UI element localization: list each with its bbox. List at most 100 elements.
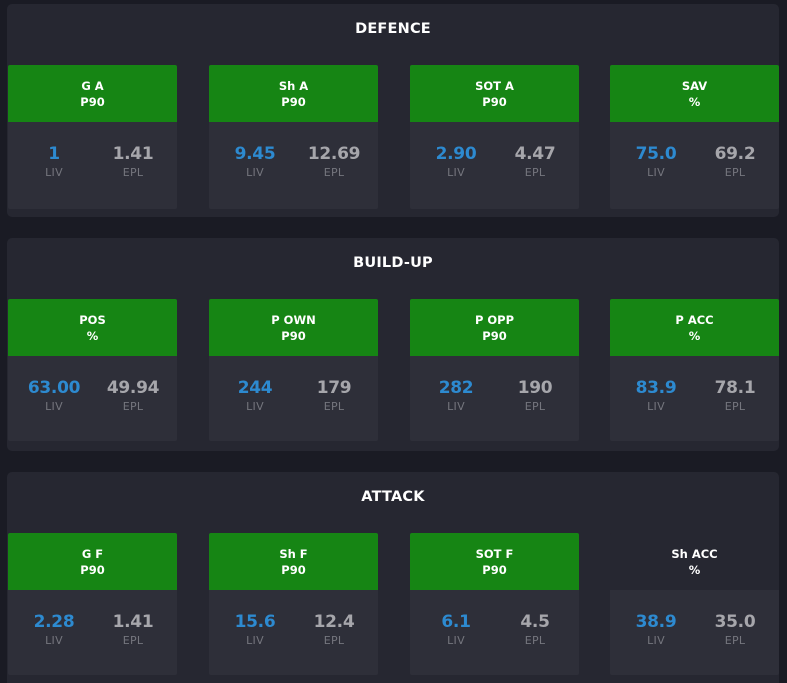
liv-value: 244 — [237, 378, 273, 398]
liv-label: LIV — [647, 166, 665, 179]
stat-card-header: POS % — [8, 299, 177, 356]
epl-label: EPL — [524, 166, 546, 179]
liv-label: LIV — [447, 400, 465, 413]
stat-name: P OPP — [474, 312, 515, 327]
stat-card-body: 83.9 LIV 78.1 EPL — [610, 356, 779, 441]
stat-card-sh-a[interactable]: Sh A P90 9.45 LIV 12.69 EPL — [209, 65, 378, 209]
epl-label: EPL — [122, 166, 144, 179]
liv-stat: 83.9 LIV — [614, 378, 698, 414]
epl-value: 4.5 — [520, 612, 550, 632]
epl-label: EPL — [524, 634, 546, 647]
stat-unit: P90 — [281, 562, 306, 577]
stat-card-pos[interactable]: POS % 63.00 LIV 49.94 EPL — [8, 299, 177, 441]
stat-card-sot-a[interactable]: SOT A P90 2.90 LIV 4.47 EPL — [410, 65, 579, 209]
stat-card-p-own[interactable]: P OWN P90 244 LIV 179 EPL — [209, 299, 378, 441]
stat-unit: P90 — [80, 94, 105, 109]
liv-stat: 63.00 LIV — [12, 378, 96, 414]
stat-unit: % — [688, 562, 701, 577]
liv-stat: 1 LIV — [12, 144, 96, 180]
stat-unit: % — [688, 328, 701, 343]
stat-card-p-opp[interactable]: P OPP P90 282 LIV 190 EPL — [410, 299, 579, 441]
stat-card-g-f[interactable]: G F P90 2.28 LIV 1.41 EPL — [8, 533, 177, 675]
liv-label: LIV — [45, 166, 63, 179]
section-defence: DEFENCE G A P90 1 LIV 1.41 EPL Sh A P90 … — [7, 4, 779, 217]
liv-stat: 9.45 LIV — [213, 144, 297, 180]
epl-stat: 4.47 EPL — [493, 144, 577, 180]
section-title: BUILD-UP — [353, 255, 433, 271]
stat-unit: % — [86, 328, 99, 343]
stat-card-body: 75.0 LIV 69.2 EPL — [610, 122, 779, 209]
stat-name: SOT A — [475, 78, 514, 93]
stat-card-sh-acc[interactable]: Sh ACC % 38.9 LIV 35.0 EPL — [610, 533, 779, 675]
epl-label: EPL — [524, 400, 546, 413]
stat-card-header: P ACC % — [610, 299, 779, 356]
stat-card-header: Sh ACC % — [610, 533, 779, 590]
stat-card-body: 244 LIV 179 EPL — [209, 356, 378, 441]
stat-card-sot-f[interactable]: SOT F P90 6.1 LIV 4.5 EPL — [410, 533, 579, 675]
stat-card-body: 9.45 LIV 12.69 EPL — [209, 122, 378, 209]
stat-name: Sh ACC — [671, 546, 718, 561]
liv-stat: 15.6 LIV — [213, 612, 297, 648]
liv-stat: 244 LIV — [213, 378, 297, 414]
stat-card-header: SOT A P90 — [410, 65, 579, 122]
stat-name: P ACC — [675, 312, 714, 327]
stat-name: SOT F — [475, 546, 514, 561]
stat-card-header: P OPP P90 — [410, 299, 579, 356]
liv-value: 282 — [438, 378, 474, 398]
liv-value: 2.28 — [33, 612, 75, 632]
liv-value: 1 — [48, 144, 60, 164]
stat-card-header: G F P90 — [8, 533, 177, 590]
stat-name: Sh A — [278, 78, 309, 93]
epl-label: EPL — [122, 400, 144, 413]
stat-name: POS — [79, 312, 106, 327]
stat-card-header: Sh A P90 — [209, 65, 378, 122]
liv-value: 15.6 — [234, 612, 276, 632]
epl-value: 69.2 — [714, 144, 756, 164]
epl-stat: 69.2 EPL — [693, 144, 777, 180]
stat-unit: % — [688, 94, 701, 109]
liv-stat: 282 LIV — [414, 378, 498, 414]
liv-stat: 6.1 LIV — [414, 612, 498, 648]
epl-stat: 49.94 EPL — [91, 378, 175, 414]
liv-label: LIV — [447, 166, 465, 179]
liv-value: 83.9 — [635, 378, 677, 398]
liv-stat: 2.90 LIV — [414, 144, 498, 180]
liv-label: LIV — [45, 400, 63, 413]
stat-card-body: 15.6 LIV 12.4 EPL — [209, 590, 378, 675]
stat-card-header: G A P90 — [8, 65, 177, 122]
epl-stat: 1.41 EPL — [91, 612, 175, 648]
epl-stat: 179 EPL — [292, 378, 376, 414]
stat-card-sav[interactable]: SAV % 75.0 LIV 69.2 EPL — [610, 65, 779, 209]
stat-name: G A — [81, 78, 104, 93]
liv-stat: 75.0 LIV — [614, 144, 698, 180]
liv-label: LIV — [647, 400, 665, 413]
liv-stat: 2.28 LIV — [12, 612, 96, 648]
liv-label: LIV — [647, 634, 665, 647]
stat-card-header: Sh F P90 — [209, 533, 378, 590]
epl-label: EPL — [724, 634, 746, 647]
section-build-up: BUILD-UP POS % 63.00 LIV 49.94 EPL P OWN… — [7, 238, 779, 451]
epl-stat: 35.0 EPL — [693, 612, 777, 648]
epl-value: 35.0 — [714, 612, 756, 632]
stat-card-sh-f[interactable]: Sh F P90 15.6 LIV 12.4 EPL — [209, 533, 378, 675]
liv-value: 38.9 — [635, 612, 677, 632]
liv-label: LIV — [246, 166, 264, 179]
liv-label: LIV — [447, 634, 465, 647]
stat-card-body: 6.1 LIV 4.5 EPL — [410, 590, 579, 675]
epl-value: 4.47 — [514, 144, 556, 164]
section-title: ATTACK — [361, 489, 425, 505]
stat-card-header: P OWN P90 — [209, 299, 378, 356]
epl-label: EPL — [724, 166, 746, 179]
stat-unit: P90 — [281, 328, 306, 343]
epl-value: 12.4 — [313, 612, 355, 632]
epl-label: EPL — [323, 634, 345, 647]
stat-unit: P90 — [482, 328, 507, 343]
stat-name: G F — [81, 546, 104, 561]
stat-card-g-a[interactable]: G A P90 1 LIV 1.41 EPL — [8, 65, 177, 209]
section-attack: ATTACK G F P90 2.28 LIV 1.41 EPL Sh F P9… — [7, 472, 779, 683]
epl-value: 179 — [316, 378, 352, 398]
epl-value: 49.94 — [106, 378, 160, 398]
stat-card-p-acc[interactable]: P ACC % 83.9 LIV 78.1 EPL — [610, 299, 779, 441]
stat-card-body: 63.00 LIV 49.94 EPL — [8, 356, 177, 441]
liv-value: 9.45 — [234, 144, 276, 164]
